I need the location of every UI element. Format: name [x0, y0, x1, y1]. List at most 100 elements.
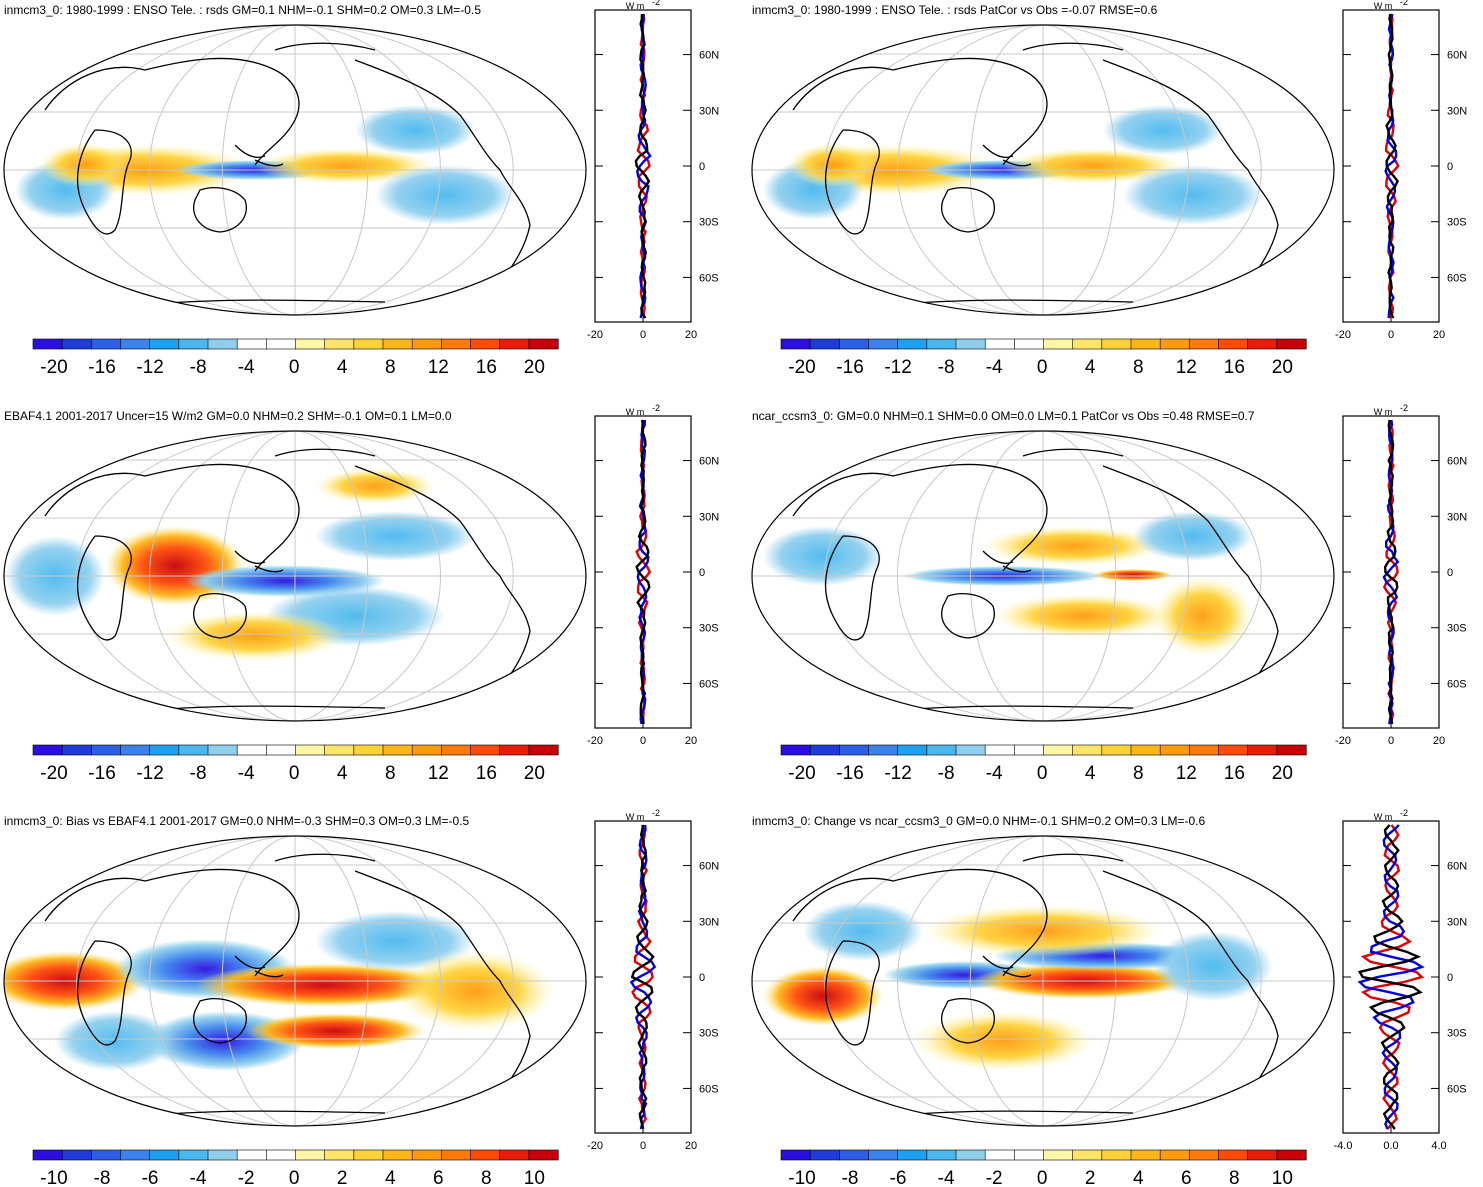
colorbar-label: 0 — [289, 1168, 300, 1187]
colorbar-label: 2 — [337, 1168, 348, 1187]
colorbar-label: 16 — [476, 763, 497, 784]
colorbar-swatch — [1072, 1149, 1103, 1161]
zonal-mean-line — [1357, 824, 1423, 1130]
colorbar: -20 -16 -12 -8 -4 0 4 8 12 16 20 — [32, 744, 559, 784]
colorbar-swatch — [809, 744, 840, 756]
colorbar-label: -6 — [142, 1168, 159, 1187]
panel: inmcm3_0: Change vs ncar_ccsm3_0 GM=0.0 … — [751, 808, 1467, 1187]
zonal-x-label: 4.0 — [1431, 1140, 1446, 1152]
zonal-unit: W m — [1374, 812, 1393, 822]
field-anomaly — [1153, 931, 1273, 1001]
colorbar-swatch — [955, 1149, 986, 1161]
colorbar-swatch — [178, 338, 209, 350]
colorbar-swatch — [441, 1149, 472, 1161]
colorbar-label: 20 — [1272, 763, 1293, 784]
field-anomaly — [315, 911, 475, 971]
field-anomaly — [255, 148, 435, 184]
colorbar-swatch — [1247, 744, 1278, 756]
zonal-unit: W m — [626, 407, 645, 417]
colorbar: -10 -8 -6 -4 -2 0 2 4 6 8 10 — [32, 1149, 559, 1187]
field-anomaly — [315, 468, 435, 504]
field-anomaly — [1133, 511, 1253, 561]
colorbar-label: 12 — [428, 357, 449, 378]
map-field — [4, 911, 555, 1071]
colorbar-label: 16 — [1224, 763, 1245, 784]
colorbar-label: 0 — [289, 357, 300, 378]
latitude-label: 30S — [1447, 623, 1467, 635]
latitude-label: 60S — [1447, 1083, 1467, 1095]
colorbar-label: -16 — [836, 763, 863, 784]
colorbar: -20 -16 -12 -8 -4 0 4 8 12 16 20 — [780, 744, 1307, 784]
coastline — [77, 940, 132, 1046]
panel-title: inmcm3_0: Change vs ncar_ccsm3_0 GM=0.0 … — [752, 814, 1206, 828]
field-anomaly — [1093, 569, 1173, 581]
map — [3, 835, 587, 1127]
colorbar-swatch — [470, 744, 501, 756]
graticule-meridian — [221, 431, 369, 721]
colorbar-label: -10 — [788, 1168, 815, 1187]
colorbar-label: 20 — [1272, 357, 1293, 378]
colorbar-label: -8 — [842, 1168, 859, 1187]
graticule-meridian — [76, 431, 514, 721]
coastline — [792, 868, 1048, 977]
field-anomaly — [1103, 105, 1223, 155]
colorbar-label: -20 — [40, 763, 67, 784]
colorbar-swatch — [528, 744, 559, 756]
latitude-label: 30N — [1447, 105, 1467, 117]
colorbar-label: -12 — [884, 763, 911, 784]
colorbar-swatch — [926, 744, 957, 756]
colorbar-label: 16 — [1224, 357, 1245, 378]
colorbar: -20 -16 -12 -8 -4 0 4 8 12 16 20 — [780, 338, 1307, 378]
field-anomaly — [245, 1013, 425, 1049]
field-anomaly — [1003, 148, 1183, 184]
coastline — [354, 465, 531, 697]
zonal-mean-plot: W m -2 60N 30N 0 30S 60S -20 0 20 — [587, 0, 719, 341]
colorbar-label: -4 — [238, 357, 255, 378]
graticule-meridian — [76, 25, 514, 315]
colorbar-label: 4 — [1085, 357, 1096, 378]
graticule-meridian — [824, 431, 1262, 721]
colorbar-swatch — [178, 1149, 209, 1161]
colorbar-swatch — [295, 1149, 326, 1161]
colorbar-label: 8 — [385, 763, 396, 784]
colorbar-swatch — [1130, 744, 1161, 756]
coastlines — [44, 448, 531, 712]
colorbar-label: 0 — [1037, 357, 1048, 378]
zonal-mean-line — [1357, 824, 1425, 1130]
colorbar-swatch — [1218, 338, 1249, 350]
zonal-x-label: -20 — [1335, 735, 1351, 747]
colorbar-label: -20 — [788, 763, 815, 784]
colorbar-swatch — [1101, 338, 1132, 350]
colorbar-swatch — [1159, 338, 1190, 350]
colorbar-label: -4 — [238, 763, 255, 784]
colorbar-swatch — [1130, 1149, 1161, 1161]
coastline — [1022, 42, 1124, 51]
zonal-x-label: 0 — [640, 329, 646, 341]
zonal-mean-line — [629, 824, 657, 1130]
latitude-label: 0 — [1447, 567, 1453, 579]
map — [3, 24, 587, 316]
latitude-label: 30S — [1447, 1028, 1467, 1040]
colorbar-swatch — [1247, 338, 1278, 350]
colorbar-swatch — [32, 1149, 63, 1161]
graticule — [752, 431, 1334, 721]
coastline — [1102, 59, 1279, 291]
panel: inmcm3_0: 1980-1999 : ENSO Tele. : rsds … — [751, 0, 1467, 378]
coastline — [1102, 870, 1279, 1102]
latitude-label: 30N — [1447, 916, 1467, 928]
colorbar-swatch — [809, 1149, 840, 1161]
zonal-unit: W m — [1374, 1, 1393, 11]
colorbar-label: -4 — [190, 1168, 207, 1187]
zonal-x-label: -20 — [587, 735, 603, 747]
latitude-label: 0 — [699, 567, 705, 579]
graticule-meridian — [221, 836, 369, 1126]
colorbar-label: 10 — [1272, 1168, 1293, 1187]
panel: ncar_ccsm3_0: GM=0.0 NHM=0.1 SHM=0.0 OM=… — [751, 403, 1467, 784]
latitude-label: 0 — [1447, 972, 1453, 984]
zonal-x-label: 0 — [640, 1140, 646, 1152]
graticule-meridian — [76, 836, 514, 1126]
zonal-x-label: -20 — [1335, 329, 1351, 341]
colorbar-label: 8 — [1133, 357, 1144, 378]
colorbar-label: 16 — [476, 357, 497, 378]
